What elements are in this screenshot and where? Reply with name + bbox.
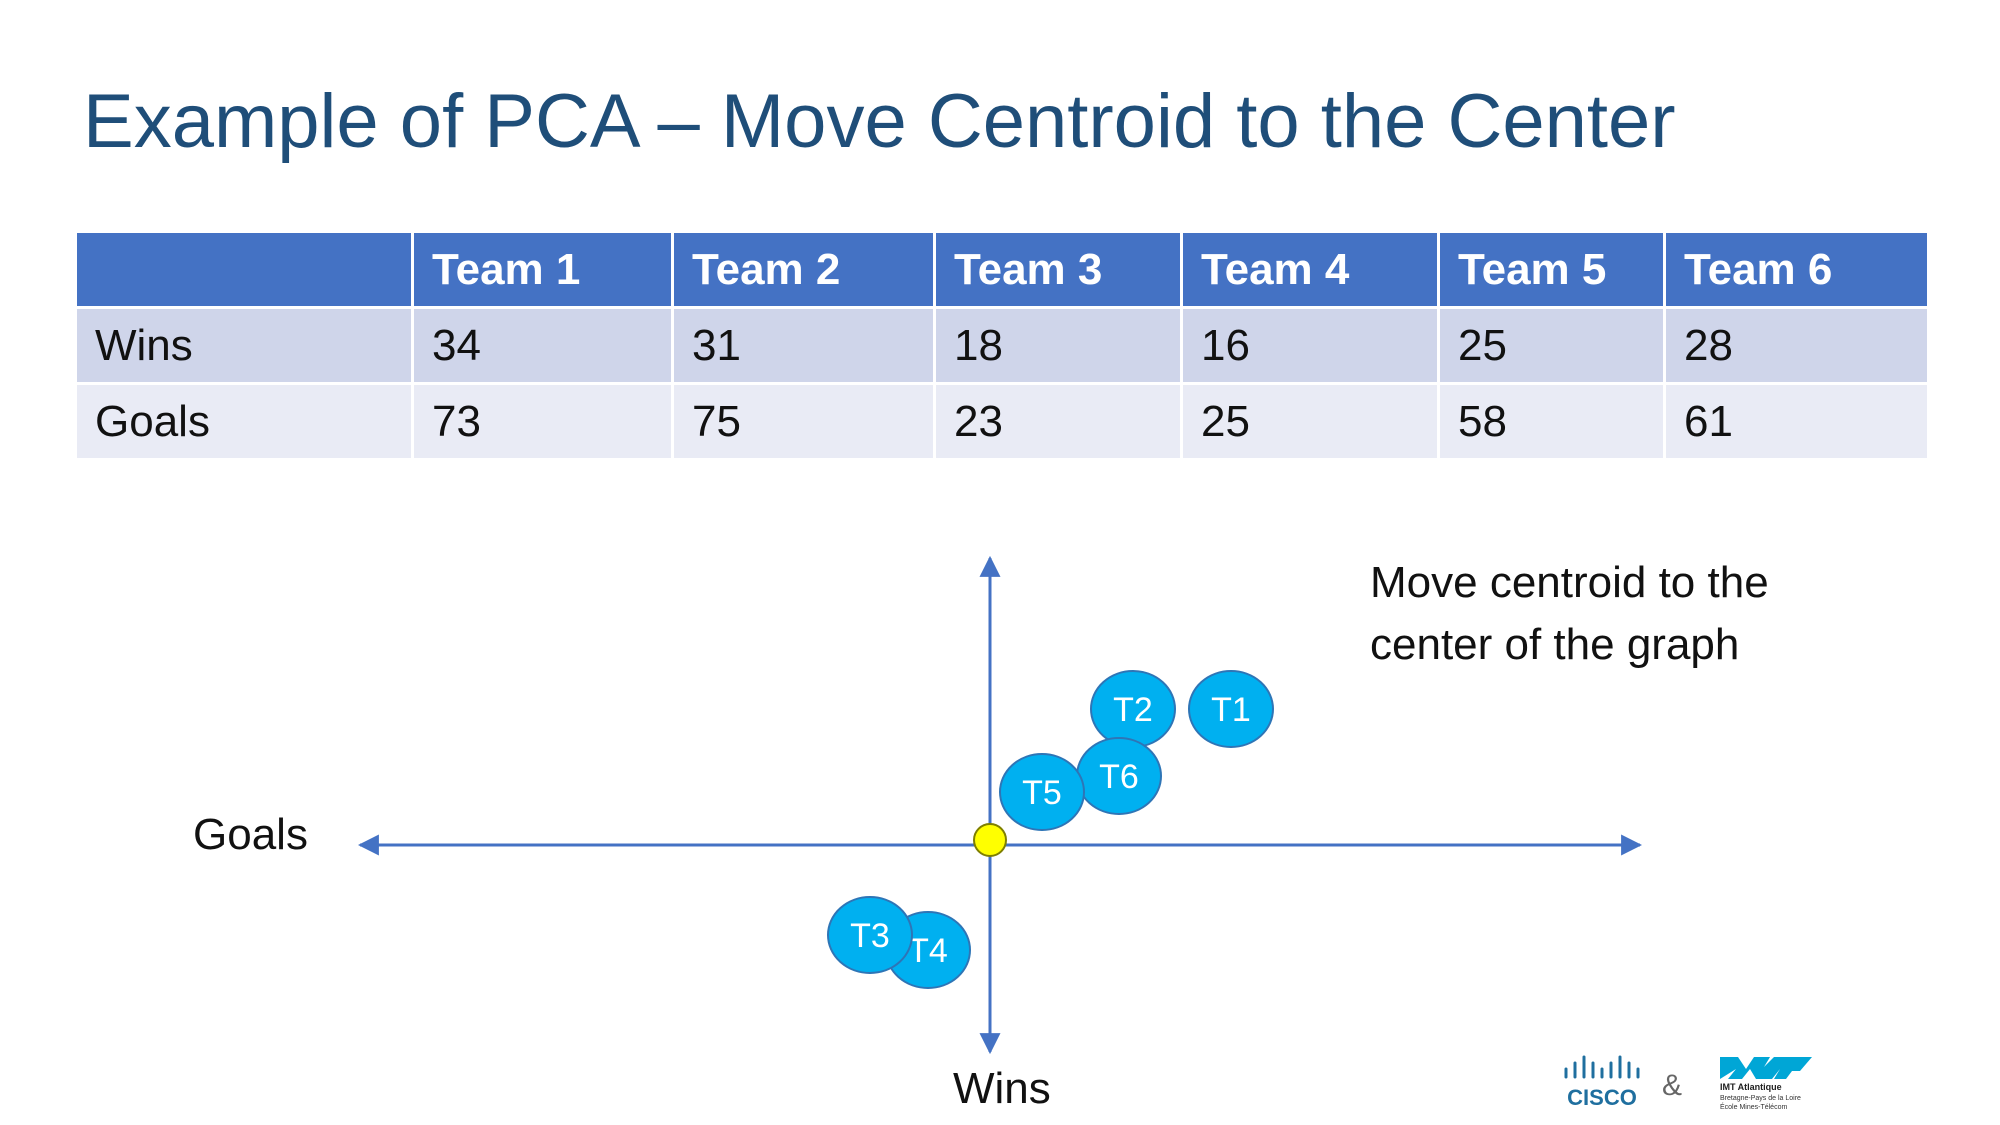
team-point-label: T3	[850, 917, 890, 955]
table-cell: 73	[411, 382, 674, 461]
row-label: Wins	[74, 306, 414, 385]
table-header-cell: Team 3	[933, 230, 1183, 309]
table-header-cell: Team 4	[1180, 230, 1440, 309]
table-cell: 18	[933, 306, 1183, 385]
table-cell: 34	[411, 306, 674, 385]
table-header-cell: Team 5	[1437, 230, 1666, 309]
imt-subtitle: Bretagne-Pays de la Loire	[1720, 1095, 1801, 1102]
team-point-t6: T6	[1076, 737, 1162, 815]
table-cell: 23	[933, 382, 1183, 461]
table-cell: 25	[1437, 306, 1666, 385]
data-table: Team 1 Team 2 Team 3 Team 4 Team 5 Team …	[74, 230, 1930, 461]
imt-subtitle: École Mines-Télécom	[1720, 1102, 1787, 1111]
team-point-label: T4	[908, 932, 948, 970]
team-point-t2: T2	[1090, 670, 1176, 748]
team-point-t3: T3	[827, 896, 913, 974]
note-line: center of the graph	[1370, 620, 1740, 669]
imt-name: IMT Atlantique	[1720, 1082, 1782, 1092]
note-line: Move centroid to the	[1370, 558, 1769, 607]
team-point-label: T1	[1211, 691, 1251, 729]
y-axis-label: Wins	[953, 1064, 1051, 1113]
table-cell: 16	[1180, 306, 1440, 385]
team-point-label: T2	[1113, 691, 1153, 729]
table-header-cell: Team 6	[1663, 230, 1930, 309]
footer-logos: CISCO & IMT Atlantique Bretagne-Pays de …	[1564, 1055, 1812, 1111]
team-point-label: T5	[1022, 774, 1062, 812]
annotation-note: Move centroid to the center of the graph	[1370, 552, 1890, 676]
team-point-label: T6	[1099, 758, 1139, 796]
table-row: Wins 34 31 18 16 25 28	[74, 306, 1930, 385]
table-header-row: Team 1 Team 2 Team 3 Team 4 Team 5 Team …	[74, 230, 1930, 309]
table-cell: 75	[671, 382, 936, 461]
team-point-t5: T5	[999, 753, 1085, 831]
cisco-logo: CISCO	[1564, 1055, 1640, 1110]
row-label: Goals	[74, 382, 414, 461]
x-axis-label: Goals	[193, 810, 308, 859]
table-cell: 28	[1663, 306, 1930, 385]
table-cell: 58	[1437, 382, 1666, 461]
ampersand: &	[1662, 1069, 1682, 1102]
table-row: Goals 73 75 23 25 58 61	[74, 382, 1930, 461]
table-header-cell	[74, 230, 414, 309]
team-point-t1: T1	[1188, 670, 1274, 748]
imt-atlantique-logo: IMT Atlantique Bretagne-Pays de la Loire…	[1720, 1057, 1812, 1111]
table-cell: 31	[671, 306, 936, 385]
table-cell: 61	[1663, 382, 1930, 461]
centroid-point	[973, 823, 1007, 857]
table-header-cell: Team 2	[671, 230, 936, 309]
cisco-wordmark: CISCO	[1567, 1085, 1637, 1110]
table-header-cell: Team 1	[411, 230, 674, 309]
slide-title: Example of PCA – Move Centroid to the Ce…	[83, 79, 1676, 164]
table-cell: 25	[1180, 382, 1440, 461]
